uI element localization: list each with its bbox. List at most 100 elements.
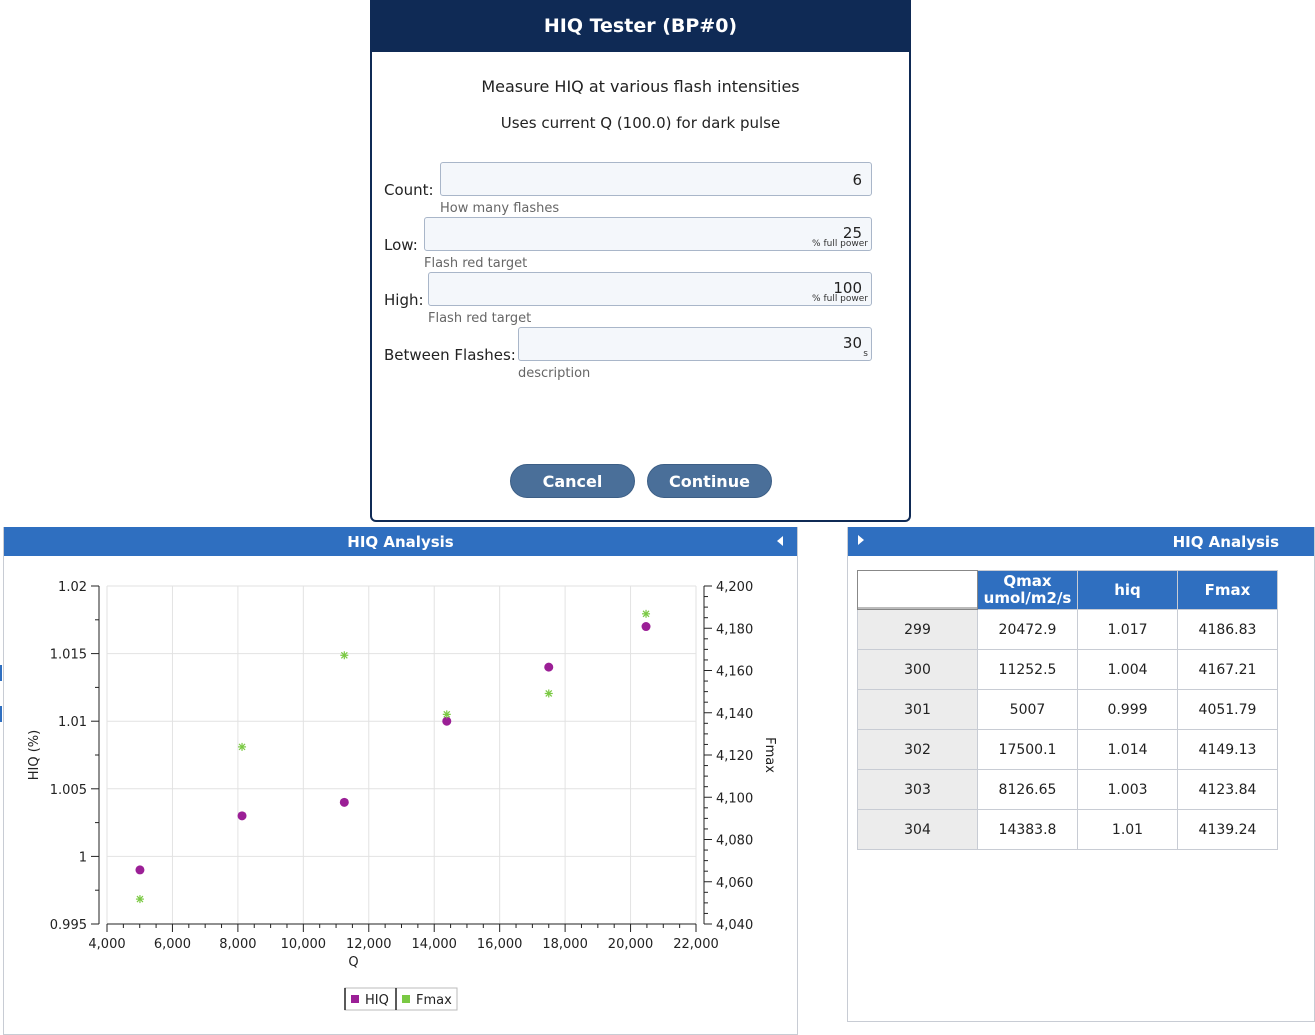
y-tick-label: 1.015 [50, 648, 87, 663]
hiq-point [237, 811, 247, 821]
between-flashes-help: description [518, 366, 591, 381]
fmax-cell: 4051.79 [1177, 689, 1278, 730]
row-index-cell: 300 [857, 649, 978, 690]
y-tick-label: 1.01 [58, 715, 87, 730]
row-index-cell: 299 [857, 609, 978, 650]
table-panel-title: HIQ Analysis [1172, 532, 1279, 551]
hiq-tester-dialog: HIQ Tester (BP#0) Measure HIQ at various… [370, 0, 911, 522]
chart-panel-header: HIQ Analysis [4, 527, 797, 556]
table-row[interactable]: 302 17500.1 1.014 4149.13 [857, 729, 1278, 770]
qmax-cell: 17500.1 [977, 729, 1078, 770]
x-tick-label: 20,000 [608, 937, 654, 952]
table-row[interactable]: 303 8126.65 1.003 4123.84 [857, 769, 1278, 810]
low-input[interactable]: 25 % full power [424, 217, 872, 251]
low-label: Low: [384, 236, 418, 254]
fmax-point-stroke [238, 743, 246, 751]
hiq-cell: 1.004 [1077, 649, 1178, 690]
table-corner-header[interactable] [857, 570, 978, 610]
between-flashes-label: Between Flashes: [384, 346, 516, 364]
y2-tick-label: 4,080 [716, 834, 753, 849]
qmax-cell: 8126.65 [977, 769, 1078, 810]
low-unit: % full power [812, 239, 868, 249]
legend-label-hiq: HIQ [365, 993, 389, 1008]
x-axis-title: Q [348, 955, 358, 970]
row-index-cell: 302 [857, 729, 978, 770]
y-tick-label: 1.02 [58, 580, 87, 595]
low-value: 25 [842, 224, 862, 242]
fmax-cell: 4186.83 [1177, 609, 1278, 650]
hiq-point [135, 865, 145, 875]
fmax-point [340, 651, 349, 660]
high-input[interactable]: 100 % full power [428, 272, 872, 306]
fmax-cell: 4123.84 [1177, 769, 1278, 810]
fmax-cell: 4149.13 [1177, 729, 1278, 770]
chart-panel: HIQ Analysis 4,000 6,000 8,000 10,000 12,000… [3, 527, 798, 1035]
fmax-cell: 4139.24 [1177, 809, 1278, 850]
fmax-point [642, 609, 651, 618]
fmax-point [442, 710, 451, 719]
dialog-description: Measure HIQ at various flash intensities [481, 77, 800, 96]
y2-tick-label: 4,040 [716, 918, 753, 933]
qmax-cell: 11252.5 [977, 649, 1078, 690]
table-row[interactable]: 299 20472.9 1.017 4186.83 [857, 609, 1278, 650]
fmax-point-stroke [545, 690, 553, 697]
count-value: 6 [852, 171, 862, 189]
hiq-point [544, 662, 554, 672]
high-unit: % full power [812, 294, 868, 304]
y2-tick-label: 4,120 [716, 749, 753, 764]
hiq-point [641, 622, 651, 632]
column-header-fmax[interactable]: Fmax [1177, 570, 1278, 610]
y2-tick-label: 4,200 [716, 580, 753, 595]
table-row[interactable]: 301 5007 0.999 4051.79 [857, 689, 1278, 730]
between-flashes-input[interactable]: 30 s [518, 327, 872, 361]
y-tick-label: 1.005 [50, 783, 87, 798]
table-panel: HIQ Analysis Qmax umol/m2/s hiq Fmax 299… [847, 527, 1315, 1022]
edge-marker [0, 706, 2, 722]
legend-swatch-hiq [351, 995, 359, 1003]
collapse-left-icon[interactable] [777, 536, 783, 546]
x-tick-label: 14,000 [411, 937, 457, 952]
low-help: Flash red target [424, 256, 528, 271]
table-row[interactable]: 304 14383.8 1.01 4139.24 [857, 809, 1278, 850]
count-help: How many flashes [440, 201, 560, 216]
y2-axis-title: Fmax [762, 737, 777, 773]
column-header-qmax[interactable]: Qmax umol/m2/s [977, 570, 1078, 610]
chart-panel-title: HIQ Analysis [347, 532, 454, 551]
hiq-cell: 1.01 [1077, 809, 1178, 850]
x-tick-label: 18,000 [542, 937, 588, 952]
y2-tick-label: 4,180 [716, 622, 753, 637]
cancel-button[interactable]: Cancel [510, 464, 635, 498]
count-label: Count: [384, 181, 434, 199]
high-label: High: [384, 291, 424, 309]
fmax-point [135, 895, 144, 904]
hiq-cell: 1.003 [1077, 769, 1178, 810]
fmax-point-stroke [443, 710, 451, 718]
dialog-title: HIQ Tester (BP#0) [370, 0, 911, 52]
hiq-point [339, 797, 349, 807]
between-flashes-unit: s [863, 349, 868, 359]
y2-tick-label: 4,140 [716, 707, 753, 722]
edge-marker [0, 665, 2, 681]
legend-swatch-fmax [402, 995, 410, 1003]
between-flashes-value: 30 [842, 334, 862, 352]
y-axis-title: HIQ (%) [27, 730, 42, 780]
fmax-point-stroke [340, 651, 348, 659]
row-index-cell: 301 [857, 689, 978, 730]
continue-button[interactable]: Continue [647, 464, 772, 498]
high-help: Flash red target [428, 311, 532, 326]
x-tick-label: 12,000 [346, 937, 392, 952]
hiq-cell: 0.999 [1077, 689, 1178, 730]
high-value: 100 [833, 279, 862, 297]
dialog-subdescription: Uses current Q (100.0) for dark pulse [500, 114, 781, 132]
column-header-hiq[interactable]: hiq [1077, 570, 1178, 610]
fmax-point-stroke [136, 895, 144, 903]
x-tick-label: 8,000 [219, 937, 256, 952]
count-input[interactable]: 6 [440, 162, 872, 196]
table-row[interactable]: 300 11252.5 1.004 4167.21 [857, 649, 1278, 690]
x-tick-label: 6,000 [154, 937, 191, 952]
x-tick-label: 22,000 [673, 937, 719, 952]
hiq-cell: 1.017 [1077, 609, 1178, 650]
expand-right-icon[interactable] [858, 535, 864, 545]
y-tick-label: 1 [79, 850, 87, 865]
table-panel-header: HIQ Analysis [848, 527, 1314, 556]
